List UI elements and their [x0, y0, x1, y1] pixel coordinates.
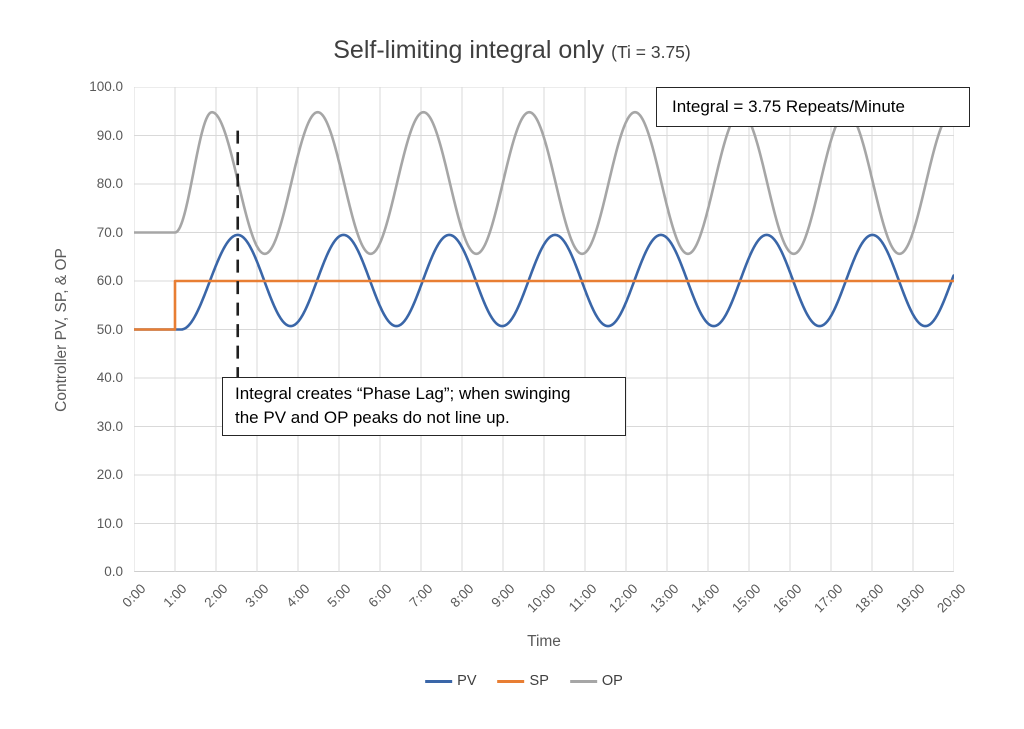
chart-title-subtitle: (Ti = 3.75) [611, 42, 691, 62]
y-tick-label: 90.0 [96, 127, 123, 143]
x-axis-title: Time [527, 633, 561, 650]
legend-item-pv: PV [425, 673, 477, 689]
legend-swatch-sp [497, 679, 525, 683]
legend-label-sp: SP [529, 673, 549, 689]
pv-line [134, 233, 954, 331]
legend: PV SP OP [425, 673, 623, 689]
y-tick-label: 80.0 [96, 176, 123, 191]
sp-line [134, 279, 954, 331]
legend-item-sp: SP [497, 673, 549, 689]
y-tick-label: 30.0 [96, 418, 123, 434]
legend-swatch-op [569, 679, 597, 683]
legend-swatch-pv [425, 679, 453, 683]
y-tick-label: 50.0 [96, 321, 123, 337]
y-tick-label: 40.0 [96, 370, 123, 385]
y-tick-label: 10.0 [96, 515, 123, 531]
chart-title-main: Self-limiting integral only [333, 36, 605, 64]
gridlines [134, 87, 954, 572]
annotation-phase-lag: Integral creates “Phase Lag”; when swing… [222, 377, 626, 436]
annotation-integral-repeats: Integral = 3.75 Repeats/Minute [656, 87, 970, 127]
legend-label-op: OP [601, 673, 623, 689]
op-line [134, 110, 954, 256]
annotation-phase-lag-line1: Integral creates “Phase Lag”; when swing… [235, 384, 571, 403]
y-tick-label: 0.0 [104, 564, 123, 579]
y-tick-label: 60.0 [96, 273, 123, 288]
y-tick-label: 100.0 [89, 79, 123, 94]
annotation-integral-repeats-text: Integral = 3.75 Repeats/Minute [672, 97, 905, 116]
y-tick-label: 70.0 [96, 224, 123, 240]
legend-item-op: OP [569, 673, 623, 689]
annotation-phase-lag-line2: the PV and OP peaks do not line up. [235, 408, 510, 427]
chart-title: Self-limiting integral only (Ti = 3.75) [333, 36, 691, 65]
y-tick-label: 20.0 [96, 467, 123, 482]
legend-label-pv: PV [457, 673, 477, 689]
plot-area [134, 87, 954, 572]
